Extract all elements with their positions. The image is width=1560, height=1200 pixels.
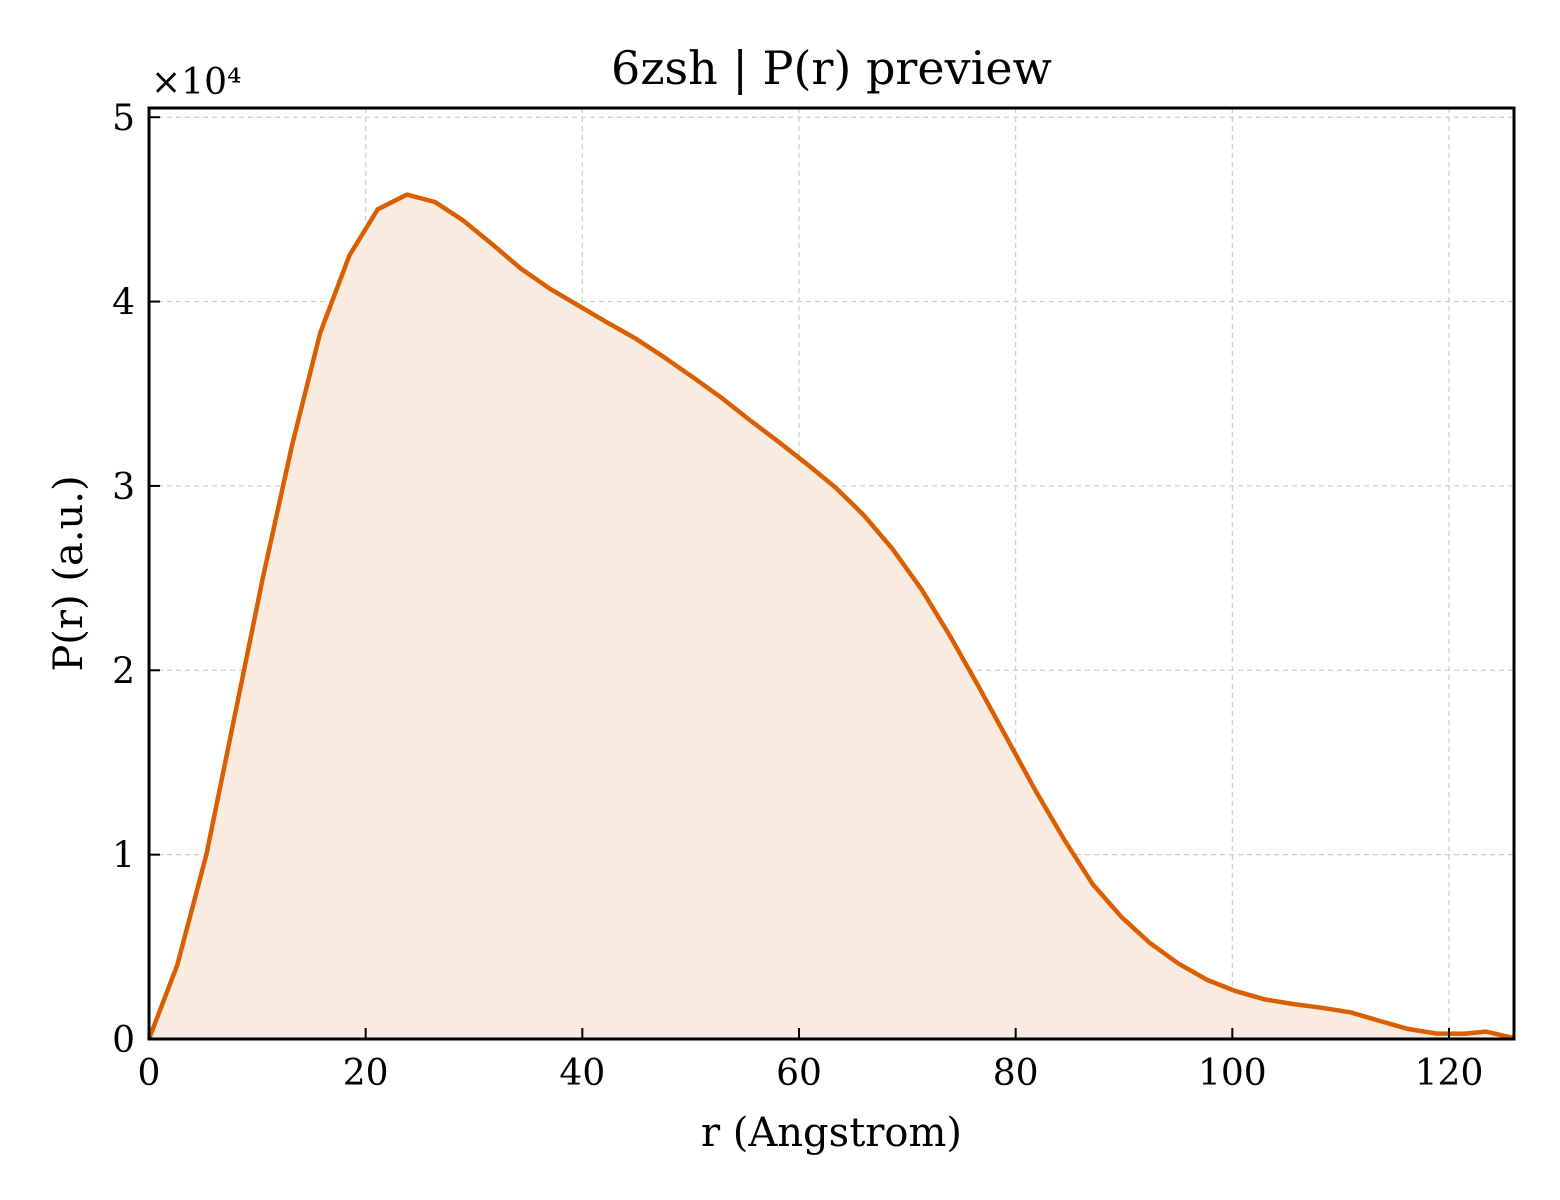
x-tick-label: 20 <box>343 1053 389 1094</box>
x-axis-label: r (Angstrom) <box>701 1110 962 1156</box>
y-tick-label: 2 <box>112 651 135 692</box>
y-tick-label: 3 <box>112 467 135 508</box>
y-offset-label: ×10⁴ <box>151 62 241 103</box>
pr-area-fill <box>149 194 1514 1040</box>
tick-layer: 0 20 40 60 80 100 120 0 1 2 3 4 5 <box>112 98 1483 1094</box>
chart-title: 6zsh | P(r) preview <box>611 41 1052 95</box>
x-tick-label: 60 <box>776 1053 822 1094</box>
x-tick-label: 80 <box>993 1053 1039 1094</box>
x-tick-label: 100 <box>1198 1053 1267 1094</box>
pr-series-line <box>146 192 1515 1041</box>
y-axis-label: P(r) (a.u.) <box>46 475 92 671</box>
x-tick-label: 120 <box>1415 1053 1484 1094</box>
y-tick-label: 4 <box>112 283 135 324</box>
y-tick-label: 1 <box>112 836 135 877</box>
x-tick-label: 0 <box>138 1053 161 1094</box>
y-tick-label: 5 <box>112 98 135 139</box>
plot-frame <box>147 106 1516 1041</box>
x-tick-label: 40 <box>559 1053 605 1094</box>
y-tick-label: 0 <box>112 1020 135 1061</box>
